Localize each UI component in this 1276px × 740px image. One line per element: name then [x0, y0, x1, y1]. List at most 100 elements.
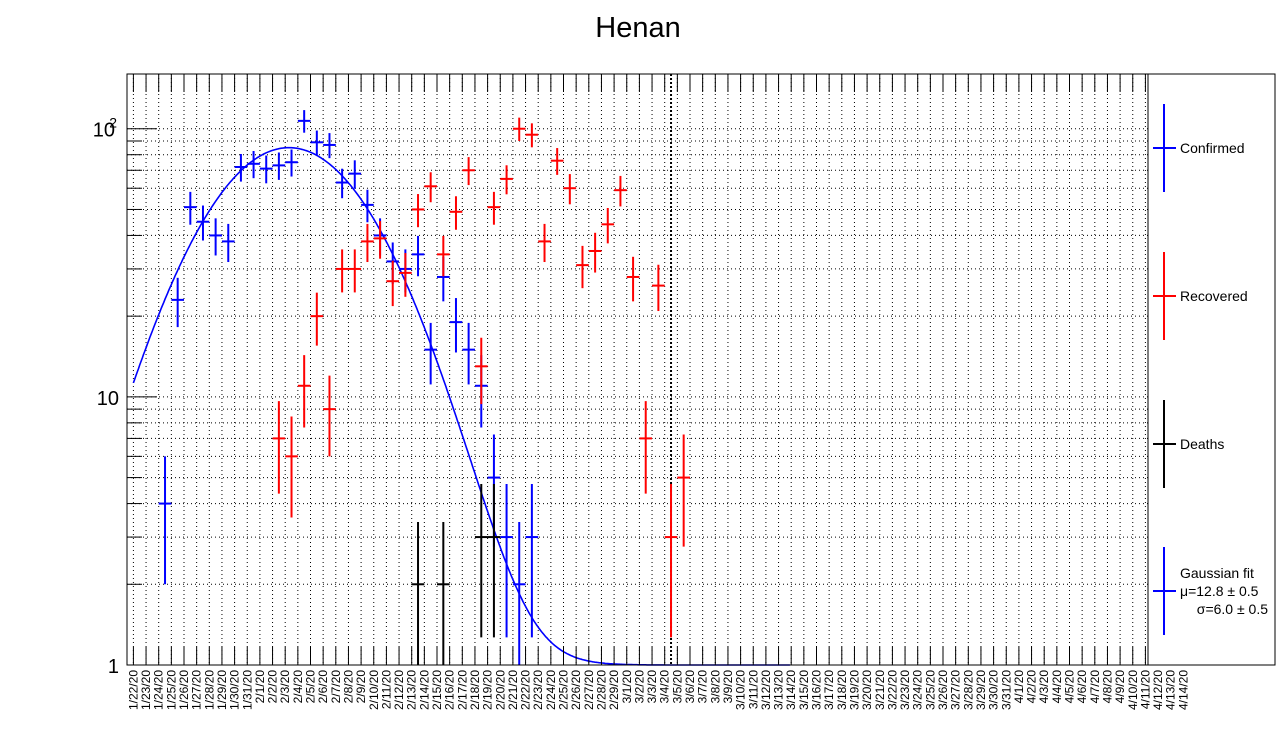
data-point-recovered — [525, 123, 539, 148]
data-point-confirmed — [335, 168, 349, 199]
data-point-confirmed — [297, 110, 311, 133]
x-tick-label: 2/5/20 — [304, 670, 318, 704]
x-tick-label: 2/2/20 — [266, 670, 280, 704]
x-tick-label: 4/7/20 — [1088, 670, 1102, 704]
x-tick-label: 2/11/20 — [379, 670, 393, 709]
x-tick-label: 2/23/20 — [531, 670, 545, 710]
x-tick-label: 3/24/20 — [911, 670, 925, 710]
x-tick-label: 3/5/20 — [670, 670, 684, 704]
x-tick-label: 3/25/20 — [923, 670, 937, 710]
legend-entry: Confirmed — [1153, 104, 1245, 192]
x-tick-label: 4/12/20 — [1151, 670, 1165, 710]
data-point-recovered — [386, 260, 400, 307]
x-tick-label: 2/21/20 — [506, 670, 520, 710]
x-tick-label: 2/16/20 — [443, 670, 457, 710]
data-points — [158, 110, 690, 665]
y-tick-label: 10 — [93, 120, 115, 142]
data-point-confirmed — [348, 160, 362, 189]
data-point-recovered — [348, 249, 362, 293]
data-point-confirmed — [323, 133, 336, 159]
data-point-recovered — [297, 355, 311, 428]
gaussian-fit-line — [132, 146, 790, 666]
x-tick-label: 2/10/20 — [367, 670, 381, 710]
data-point-recovered — [512, 117, 526, 142]
x-tick-label: 2/6/20 — [316, 670, 330, 704]
x-tick-label: 4/10/20 — [1126, 670, 1140, 710]
x-tick-label: 4/3/20 — [1037, 670, 1051, 704]
x-tick-label: 1/24/20 — [152, 670, 166, 710]
x-tick-label: 2/28/20 — [594, 670, 608, 710]
x-tick-label: 3/21/20 — [873, 670, 887, 710]
y-tick-label: 10 — [97, 388, 119, 410]
data-point-confirmed — [525, 483, 539, 638]
x-tick-label: 1/22/20 — [126, 670, 140, 710]
x-tick-label: 3/9/20 — [721, 670, 735, 704]
x-tick-label: 1/28/20 — [202, 670, 216, 710]
y-tick-label: 1 — [108, 656, 119, 678]
x-tick-label: 4/13/20 — [1164, 670, 1178, 710]
data-point-recovered — [614, 175, 627, 207]
x-tick-label: 3/16/20 — [810, 670, 824, 710]
x-tick-label: 2/18/20 — [468, 670, 482, 710]
data-point-recovered — [335, 249, 349, 293]
data-point-confirmed — [184, 191, 197, 225]
legend-label: Recovered — [1180, 288, 1248, 304]
x-tick-label: 3/13/20 — [772, 670, 786, 710]
data-point-confirmed — [424, 322, 437, 385]
data-point-deaths — [437, 522, 450, 665]
x-tick-label: 2/8/20 — [341, 670, 355, 704]
x-tick-label: 2/3/20 — [278, 670, 292, 704]
axes: 1/22/201/23/201/24/201/25/201/26/201/27/… — [93, 74, 1190, 710]
x-tick-label: 2/25/20 — [557, 670, 571, 710]
data-point-recovered — [285, 416, 298, 518]
x-tick-label: 3/27/20 — [949, 670, 963, 710]
x-tick-label: 1/26/20 — [177, 670, 191, 710]
data-point-confirmed — [259, 155, 273, 184]
data-point-confirmed — [221, 223, 235, 263]
data-point-confirmed — [285, 149, 298, 177]
x-tick-label: 3/14/20 — [784, 670, 798, 710]
x-tick-label: 2/20/20 — [493, 670, 507, 710]
x-tick-label: 4/6/20 — [1075, 670, 1089, 704]
x-tick-label: 4/9/20 — [1113, 670, 1127, 704]
data-point-recovered — [437, 235, 450, 277]
data-point-deaths — [474, 483, 488, 638]
data-point-confirmed — [310, 130, 324, 156]
data-point-recovered — [411, 194, 425, 228]
x-tick-label: 3/6/20 — [683, 670, 697, 704]
x-tick-label: 1/25/20 — [164, 670, 178, 710]
x-tick-label: 2/14/20 — [417, 670, 431, 710]
data-point-recovered — [639, 401, 653, 494]
x-tick-label: 3/28/20 — [961, 670, 975, 710]
data-point-recovered — [601, 207, 615, 244]
x-tick-label: 2/4/20 — [291, 670, 305, 704]
legend-label: Confirmed — [1180, 140, 1245, 156]
data-point-confirmed — [449, 298, 463, 353]
x-tick-label: 2/13/20 — [405, 670, 419, 710]
data-point-confirmed — [234, 154, 248, 182]
x-tick-label: 2/15/20 — [430, 670, 444, 710]
data-point-recovered — [373, 221, 387, 259]
data-point-recovered — [576, 245, 589, 289]
x-tick-label: 3/12/20 — [759, 670, 773, 710]
x-tick-label: 2/27/20 — [582, 670, 596, 710]
x-tick-label: 3/2/20 — [632, 670, 646, 704]
data-point-confirmed — [500, 483, 513, 638]
data-point-confirmed — [171, 277, 184, 328]
data-point-confirmed — [209, 218, 222, 256]
x-tick-label: 3/4/20 — [658, 670, 672, 704]
data-point-confirmed — [196, 205, 210, 241]
x-tick-label: 3/8/20 — [708, 670, 722, 704]
x-tick-label: 3/3/20 — [645, 670, 659, 704]
x-tick-label: 4/2/20 — [1025, 670, 1039, 704]
data-point-recovered — [272, 401, 286, 494]
data-point-recovered — [588, 232, 602, 273]
legend-label: Gaussian fit — [1180, 565, 1254, 581]
data-point-recovered — [652, 264, 665, 312]
x-tick-label: 3/22/20 — [885, 670, 899, 710]
data-point-recovered — [449, 196, 463, 230]
x-tick-label: 1/29/20 — [215, 670, 229, 710]
x-tick-label: 1/30/20 — [228, 670, 242, 710]
data-point-confirmed — [247, 150, 260, 179]
